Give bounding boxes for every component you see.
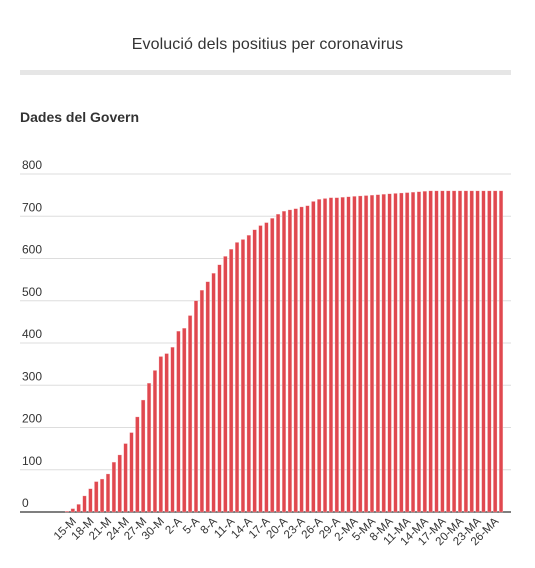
bar-26-MA bbox=[493, 190, 498, 513]
bar-12-MA bbox=[411, 192, 416, 513]
bar-24-A bbox=[305, 205, 310, 513]
x-axis-labels: 15-M18-M21-M24-M27-M30-M2-A5-A8-A11-A14-… bbox=[52, 515, 502, 548]
bar-30-M bbox=[158, 356, 163, 513]
bar-26-M bbox=[135, 416, 140, 513]
bar-27-MA bbox=[499, 190, 504, 513]
bar-4-A bbox=[188, 315, 193, 513]
bar-4-MA bbox=[364, 195, 369, 513]
bar-18-A bbox=[270, 218, 275, 513]
bar-2-MA bbox=[352, 196, 357, 513]
bar-22-M bbox=[111, 461, 116, 513]
chart-title: Evolució dels positius per coronavirus bbox=[131, 36, 404, 53]
bar-7-A bbox=[205, 281, 210, 513]
bar-17-A bbox=[264, 222, 269, 513]
bar-17-M bbox=[82, 495, 87, 513]
bar-24-MA bbox=[481, 190, 486, 513]
bar-23-M bbox=[117, 454, 122, 513]
y-tick-label: 300 bbox=[22, 369, 42, 383]
bar-18-M bbox=[88, 488, 93, 513]
bar-18-MA bbox=[446, 190, 451, 513]
bar-16-A bbox=[258, 225, 263, 513]
bar-3-A bbox=[182, 328, 187, 513]
bar-27-A bbox=[323, 198, 328, 513]
bar-7-MA bbox=[381, 194, 386, 513]
bar-9-A bbox=[217, 264, 222, 513]
bar-20-M bbox=[100, 478, 105, 513]
bar-31-M bbox=[164, 353, 169, 513]
bar-1-MA bbox=[346, 196, 351, 513]
y-tick-label: 400 bbox=[22, 327, 42, 341]
bar-24-M bbox=[123, 443, 128, 513]
bar-13-MA bbox=[416, 191, 421, 513]
bar-25-A bbox=[311, 201, 316, 513]
bar-20-A bbox=[282, 211, 286, 513]
bar-30-A bbox=[340, 197, 345, 513]
bar-19-A bbox=[276, 213, 281, 513]
bar-5-A bbox=[194, 300, 198, 513]
bars bbox=[64, 190, 504, 513]
bar-23-A bbox=[299, 206, 304, 513]
bar-14-M bbox=[64, 510, 69, 513]
bar-21-MA bbox=[463, 190, 468, 513]
bar-14-MA bbox=[422, 191, 427, 513]
bar-27-M bbox=[141, 399, 146, 513]
bar-3-MA bbox=[358, 195, 363, 513]
bar-28-A bbox=[328, 197, 333, 513]
bar-25-MA bbox=[487, 190, 492, 513]
bar-2-A bbox=[176, 331, 181, 513]
bar-25-M bbox=[129, 432, 134, 513]
bar-6-MA bbox=[375, 194, 380, 513]
y-tick-label: 200 bbox=[22, 412, 42, 426]
bar-21-A bbox=[287, 209, 292, 513]
bar-23-MA bbox=[475, 190, 480, 513]
y-tick-label: 600 bbox=[22, 243, 42, 257]
bar-8-MA bbox=[387, 193, 392, 513]
bar-28-M bbox=[147, 382, 152, 513]
bar-14-A bbox=[246, 235, 251, 513]
bar-12-A bbox=[235, 242, 240, 513]
bar-15-MA bbox=[428, 190, 433, 513]
bar-9-MA bbox=[393, 193, 398, 513]
y-tick-label: 500 bbox=[22, 285, 42, 299]
bar-1-A bbox=[170, 347, 175, 513]
bar-10-A bbox=[223, 256, 228, 513]
bar-11-A bbox=[229, 249, 234, 513]
bar-10-MA bbox=[399, 192, 404, 513]
y-tick-label: 0 bbox=[22, 496, 29, 510]
bar-13-A bbox=[240, 239, 245, 513]
y-tick-label: 800 bbox=[22, 158, 42, 172]
bar-26-A bbox=[317, 199, 322, 513]
bar-29-M bbox=[152, 370, 157, 513]
bar-19-MA bbox=[452, 190, 457, 513]
bar-17-MA bbox=[440, 190, 445, 513]
bar-15-M bbox=[70, 508, 75, 513]
bar-8-A bbox=[211, 273, 216, 513]
bar-19-M bbox=[94, 481, 99, 513]
x-tick-label: 5-A bbox=[181, 515, 202, 536]
bar-11-MA bbox=[405, 192, 410, 513]
bar-29-A bbox=[334, 197, 339, 513]
bar-20-MA bbox=[458, 190, 462, 513]
y-tick-label: 100 bbox=[22, 454, 42, 468]
bar-16-M bbox=[76, 504, 81, 513]
bar-6-A bbox=[199, 290, 204, 513]
title-divider bbox=[20, 70, 511, 75]
bar-22-MA bbox=[469, 190, 474, 513]
x-tick-label: 2-A bbox=[163, 515, 184, 536]
chart-subtitle: Dades del Govern bbox=[20, 109, 140, 125]
bar-16-MA bbox=[434, 190, 439, 513]
bar-22-A bbox=[293, 208, 298, 513]
bar-5-MA bbox=[370, 194, 374, 513]
y-axis-labels: 0 100 200 300 400 500 600 700 800 bbox=[22, 158, 42, 510]
bar-15-A bbox=[252, 229, 257, 513]
y-tick-label: 700 bbox=[22, 200, 42, 214]
bar-21-M bbox=[106, 473, 110, 513]
